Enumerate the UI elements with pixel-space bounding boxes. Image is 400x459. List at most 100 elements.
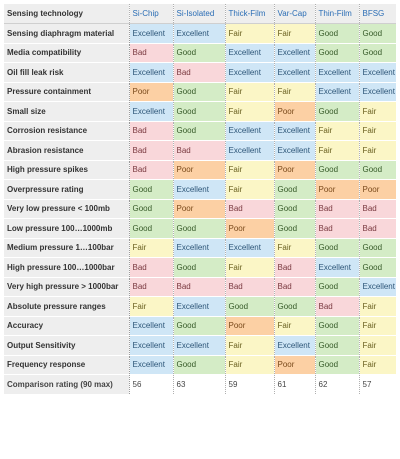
rating-cell: Bad [172,140,225,161]
rating-cell: Good [273,199,315,219]
rating-cell: Good [273,296,315,317]
rating-cell: Bad [128,121,173,141]
rating-cell: Poor [358,179,396,200]
rating-cell: Fair [273,23,315,44]
rating-cell: Fair [358,140,396,161]
rating-cell: Good [358,43,396,63]
rating-cell: Poor [128,82,173,102]
rating-cell: Excellent [128,23,173,44]
comparison-rating-value: 56 [128,374,173,395]
table-row: Pressure containment Poor Good Fair Fair Exce… [4,82,396,102]
rating-cell: Fair [128,296,173,317]
row-label: Pressure containment [4,82,130,102]
rating-cell: Bad [314,296,359,317]
rating-cell: Bad [273,257,315,278]
rating-cell: Fair [224,23,274,44]
rating-cell: Good [172,257,225,278]
rating-cell: Fair [358,316,396,336]
rating-cell: Excellent [172,335,225,356]
table-row: Very high pressure > 1000bar Bad Bad Bad Bad… [4,277,396,297]
rating-cell: Excellent [128,62,173,83]
column-header: Thick-Film [224,4,274,24]
row-label: Media compatibility [4,43,130,63]
rating-cell: Good [273,218,315,239]
rating-cell: Bad [128,160,173,180]
rating-cell: Excellent [224,62,274,83]
rating-cell: Poor [273,101,315,122]
table-row: Accuracy Excellent Good Poor Fair Good Fair [4,316,396,336]
rating-cell: Excellent [273,335,315,356]
row-label: High pressure spikes [4,160,130,180]
table-row: Small size Excellent Good Fair Poor Good Fair [4,101,396,122]
rating-cell: Good [224,296,274,317]
comparison-rating-label: Comparison rating (90 max) [4,374,130,395]
table-row: Corrosion resistance Bad Good Excellent Exce… [4,121,396,141]
rating-cell: Fair [273,316,315,336]
rating-cell: Excellent [172,296,225,317]
rating-cell: Fair [224,160,274,180]
column-header: Var-Cap [273,4,315,24]
row-label: Output Sensitivity [4,335,130,356]
rating-cell: Good [358,23,396,44]
rating-cell: Poor [314,179,359,200]
row-label: Sensing diaphragm material [4,23,130,44]
rating-cell: Good [314,316,359,336]
rating-cell: Fair [358,335,396,356]
rating-cell: Bad [128,277,173,297]
rating-cell: Bad [128,257,173,278]
rating-cell: Good [314,355,359,375]
row-label: Absolute pressure ranges [4,296,130,317]
table-row: Absolute pressure ranges Fair Excellent Goo… [4,296,396,317]
rating-cell: Poor [172,199,225,219]
table-row: Overpressure rating Good Excellent Fair Good… [4,179,396,200]
rating-cell: Excellent [128,101,173,122]
row-label: Low pressure 100…1000mb [4,218,130,239]
rating-cell: Good [172,355,225,375]
rating-cell: Excellent [358,62,396,83]
rating-cell: Good [314,335,359,356]
rating-cell: Good [273,179,315,200]
rating-cell: Bad [128,43,173,63]
rating-cell: Good [172,101,225,122]
rating-cell: Fair [224,355,274,375]
rating-cell: Fair [314,140,359,161]
table-body: Sensing diaphragm material Excellent Excel… [4,23,396,395]
rating-cell: Fair [273,82,315,102]
row-label: Small size [4,101,130,122]
rating-cell: Good [314,43,359,63]
rating-cell: Excellent [314,62,359,83]
rating-cell: Good [128,218,173,239]
rating-cell: Fair [273,238,315,258]
rating-cell: Good [172,218,225,239]
rating-cell: Excellent [273,140,315,161]
row-label: Accuracy [4,316,130,336]
rating-cell: Good [314,23,359,44]
rating-cell: Good [314,238,359,258]
rating-cell: Bad [128,140,173,161]
table-row: Medium pressure 1…100bar Fair Excellent Exc… [4,238,396,258]
rating-cell: Bad [314,218,359,239]
rating-cell: Excellent [128,335,173,356]
rating-cell: Excellent [273,43,315,63]
column-header: Thin-Film [314,4,359,24]
rating-cell: Good [358,160,396,180]
table-row: Sensing diaphragm material Excellent Excel… [4,23,396,44]
rating-cell: Excellent [314,82,359,102]
rating-cell: Good [314,101,359,122]
comparison-rating-value: 62 [314,374,359,395]
comparison-rating-value: 57 [358,374,396,395]
rating-cell: Bad [314,199,359,219]
rating-cell: Good [172,121,225,141]
column-header: Si-Chip [128,4,173,24]
rating-cell: Fair [358,296,396,317]
rating-cell: Poor [224,316,274,336]
row-label: Medium pressure 1…100bar [4,238,130,258]
rating-cell: Fair [224,257,274,278]
rating-cell: Good [314,277,359,297]
table-row: High pressure spikes Bad Poor Fair Poor Good G… [4,160,396,180]
rating-cell: Excellent [224,238,274,258]
row-label: Very high pressure > 1000bar [4,277,130,297]
comparison-rating-value: 61 [273,374,315,395]
rating-cell: Fair [358,121,396,141]
rating-cell: Fair [314,121,359,141]
